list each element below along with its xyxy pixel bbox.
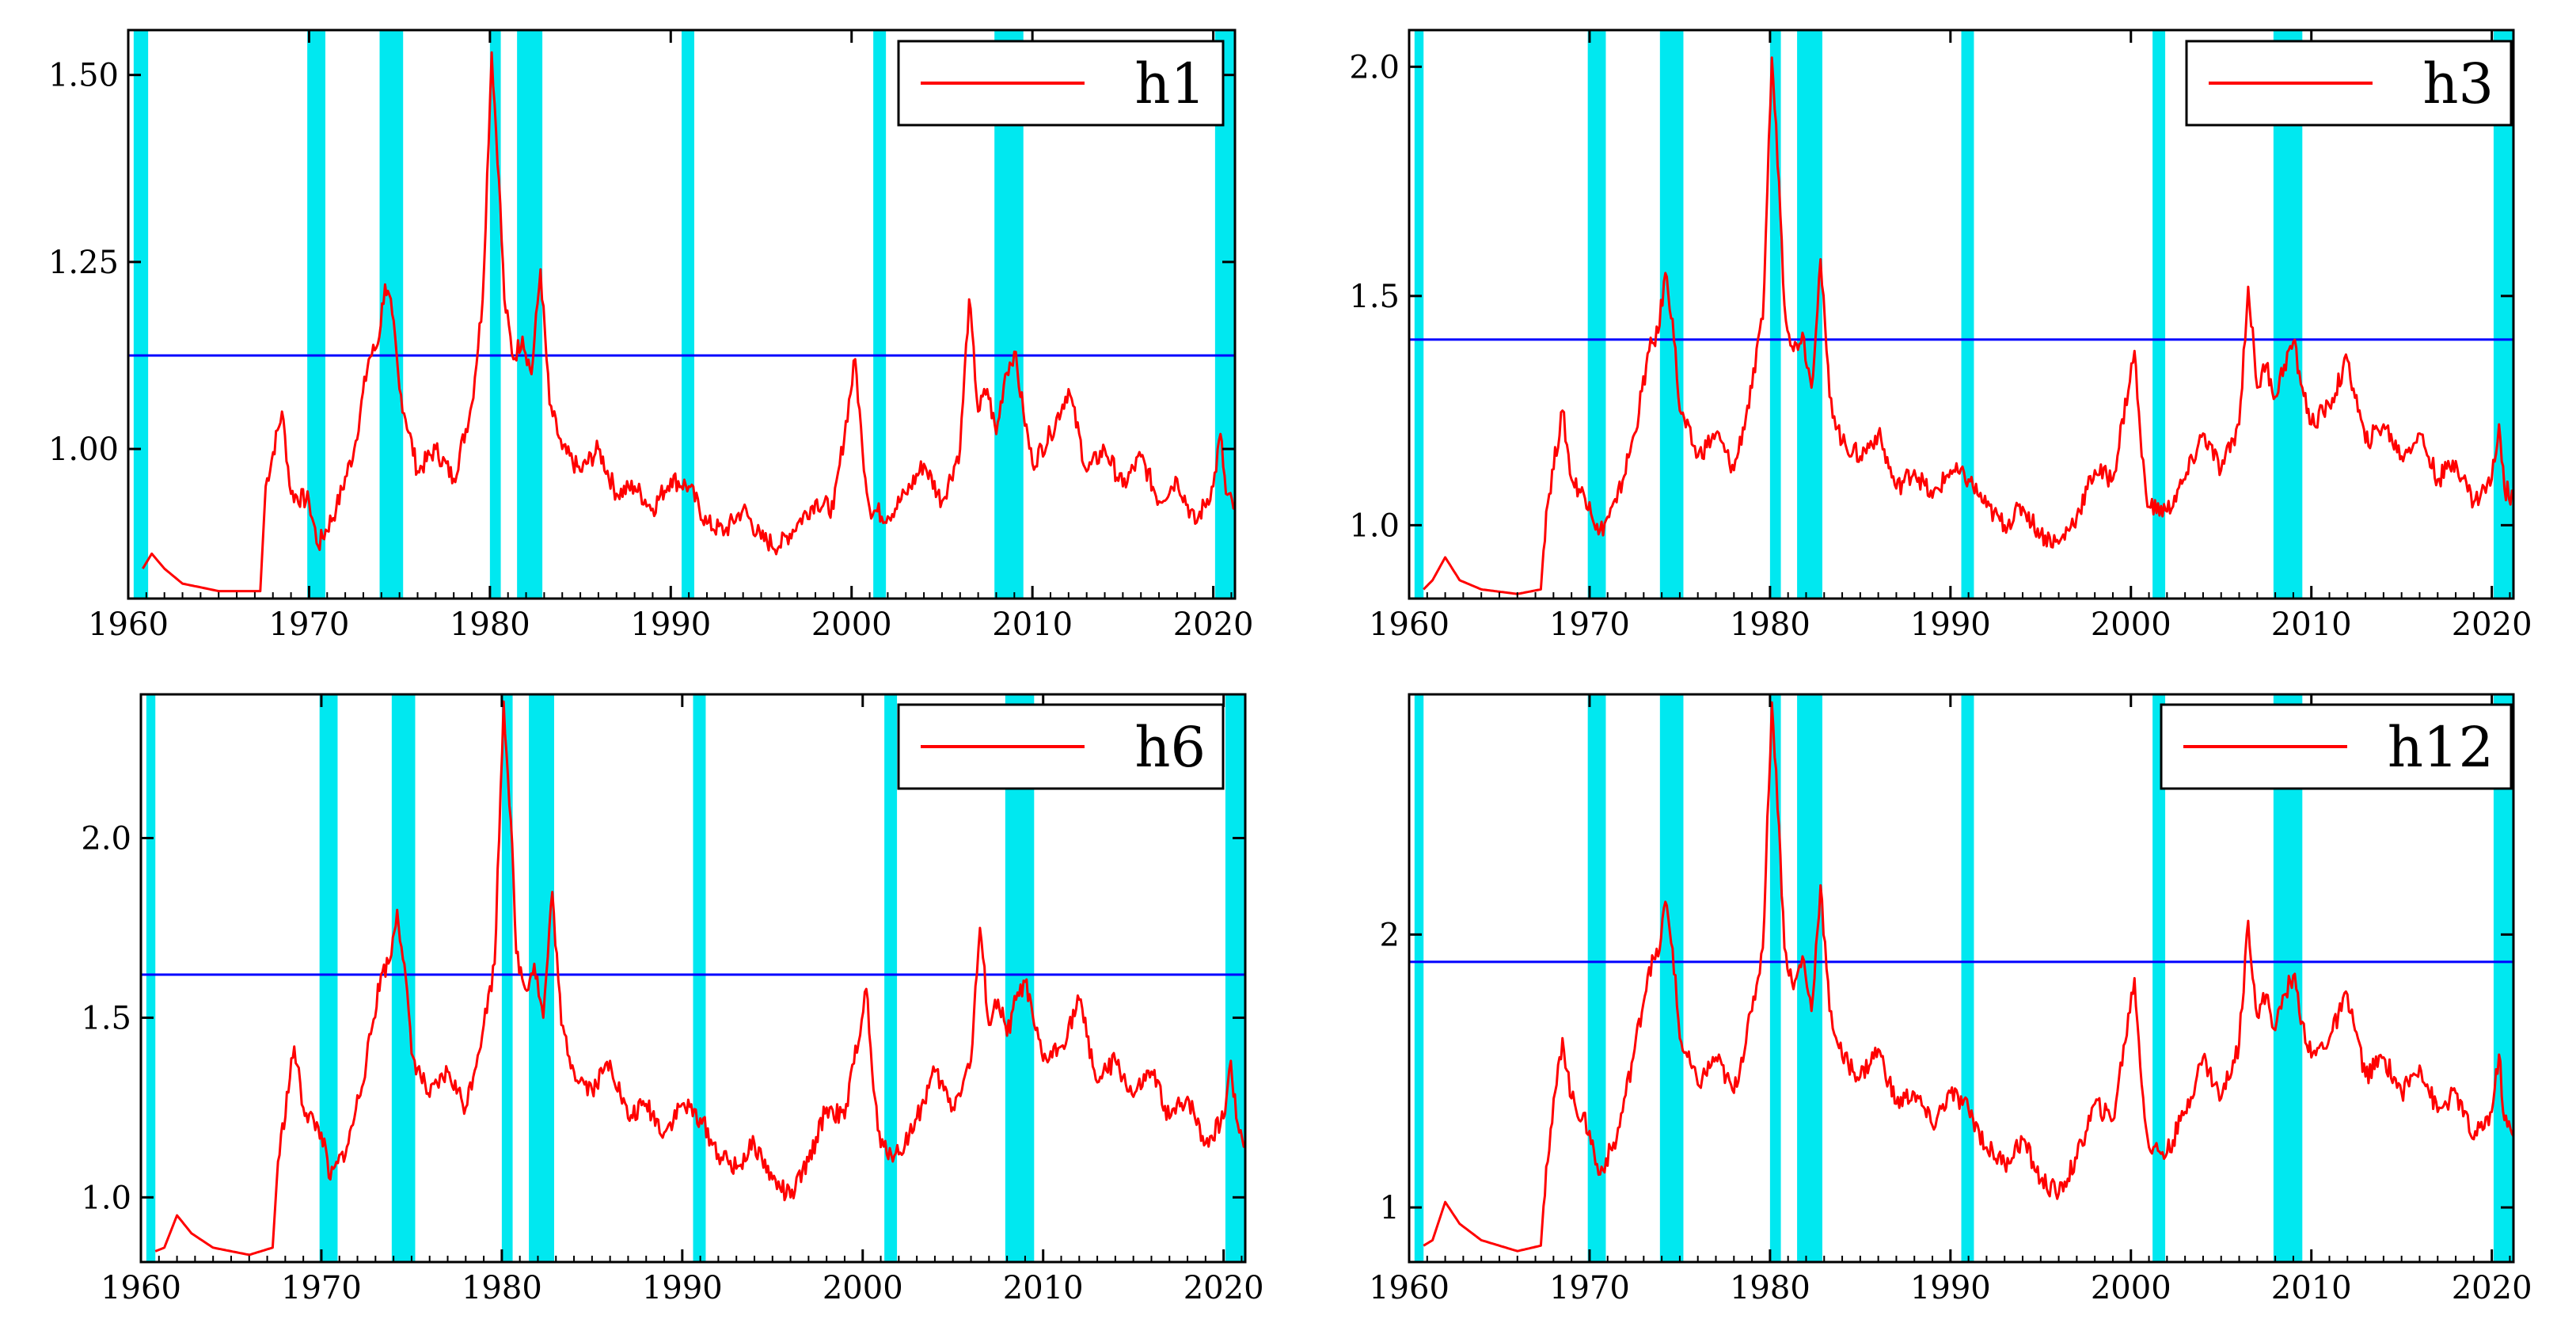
recession-band	[391, 694, 416, 1262]
x-tick-label: 1990	[630, 606, 711, 643]
x-tick-label: 1970	[281, 1270, 362, 1306]
panel-h3: 1.0 1.5 2.0 1960 1970 1980 1990 2000 2010 2020 h3	[1349, 29, 2532, 643]
legend-h6: h6	[897, 703, 1225, 790]
panel-h6: 1.0 1.5 2.0 1960 1970 1980 1990 2000 2010 2020 h6	[81, 693, 1264, 1306]
recession-band	[2152, 30, 2166, 599]
x-tick-label: 2000	[2091, 606, 2171, 643]
y-tick-label: 2	[1380, 917, 1400, 953]
x-tick-label: 1960	[1369, 1270, 1449, 1306]
x-tick-label: 1980	[450, 606, 530, 643]
recession-band	[1961, 30, 1974, 599]
legend-h12: h12	[2160, 703, 2513, 790]
y-tick-label: 1	[1380, 1190, 1400, 1226]
y-tick-label: 1.5	[1349, 279, 1400, 315]
y-tick-label: 1.00	[48, 431, 119, 468]
x-tick-label: 2010	[2271, 606, 2352, 643]
plot-frame-h1	[127, 29, 1237, 600]
x-tick-label: 2010	[1003, 1270, 1084, 1306]
legend-label: h1	[1134, 51, 1206, 116]
x-tick-label: 1990	[1910, 606, 1991, 643]
y-tick-label: 1.0	[81, 1180, 131, 1216]
x-tick-label: 1980	[1730, 606, 1810, 643]
recession-band	[146, 694, 156, 1262]
x-tick-label: 1980	[462, 1270, 542, 1306]
x-tick-label: 2000	[811, 606, 892, 643]
recession-band	[307, 30, 325, 599]
x-tick-label: 2020	[1173, 606, 1254, 643]
recession-band	[319, 694, 338, 1262]
recession-band	[1587, 694, 1606, 1262]
recession-band	[517, 30, 543, 599]
recession-band	[693, 694, 706, 1262]
recession-band	[2152, 694, 2166, 1262]
legend-label: h3	[2422, 51, 2494, 116]
recession-band	[1659, 694, 1684, 1262]
series-line-h12	[1423, 701, 2513, 1253]
x-tick-label: 2010	[2271, 1270, 2352, 1306]
x-tick-label: 2020	[2452, 606, 2532, 643]
legend-label: h6	[1134, 715, 1206, 780]
x-tick-label: 1980	[1730, 1270, 1810, 1306]
x-tick-label: 2010	[992, 606, 1073, 643]
plot-area-h6	[141, 694, 1245, 1262]
recession-band	[884, 694, 898, 1262]
recession-band	[1961, 694, 1974, 1262]
recession-band	[1414, 694, 1424, 1262]
recession-band	[873, 30, 887, 599]
x-tick-label: 1960	[101, 1270, 181, 1306]
panel-h12: 1 2 1960 1970 1980 1990 2000 2010 2020 h12	[1369, 693, 2532, 1306]
recession-band	[1225, 694, 1245, 1262]
recession-band	[529, 694, 554, 1262]
y-tick-label: 2.0	[81, 821, 131, 857]
legend-label: h12	[2388, 715, 2494, 780]
x-tick-label: 1970	[1549, 606, 1630, 643]
y-tick-label: 2.0	[1349, 49, 1400, 86]
plot-frame-h6	[139, 693, 1247, 1264]
series-line-h1	[142, 51, 1235, 593]
recession-band	[1587, 30, 1606, 599]
x-tick-label: 2020	[1184, 1270, 1264, 1306]
recession-band	[1769, 694, 1781, 1262]
recession-band	[1797, 694, 1822, 1262]
x-tick-label: 1990	[642, 1270, 723, 1306]
legend-h1: h1	[897, 40, 1225, 127]
x-tick-label: 2000	[823, 1270, 903, 1306]
recession-band	[682, 30, 694, 599]
y-tick-label: 1.50	[48, 58, 119, 94]
plot-frame-h12	[1408, 693, 2515, 1264]
x-tick-label: 2000	[2091, 1270, 2171, 1306]
legend-h3: h3	[2185, 40, 2513, 127]
x-tick-label: 2020	[2452, 1270, 2532, 1306]
x-tick-label: 1960	[1369, 606, 1449, 643]
plot-frame-h3	[1408, 29, 2515, 600]
recession-band	[501, 694, 513, 1262]
recession-band	[1414, 30, 1424, 599]
series-line-h3	[1423, 56, 2513, 595]
x-tick-label: 1990	[1910, 1270, 1991, 1306]
panel-h1: 1.00 1.25 1.50 1960 1970 1980 1990 2000 2010 2020…	[48, 29, 1254, 643]
x-tick-label: 1970	[1549, 1270, 1630, 1306]
series-line-h6	[154, 700, 1245, 1256]
y-tick-label: 1.0	[1349, 508, 1400, 544]
x-tick-label: 1970	[269, 606, 350, 643]
y-tick-label: 1.25	[48, 245, 119, 281]
recession-band	[1797, 30, 1822, 599]
x-tick-label: 1960	[88, 606, 169, 643]
y-tick-label: 1.5	[81, 1000, 131, 1036]
recession-band	[133, 30, 149, 599]
